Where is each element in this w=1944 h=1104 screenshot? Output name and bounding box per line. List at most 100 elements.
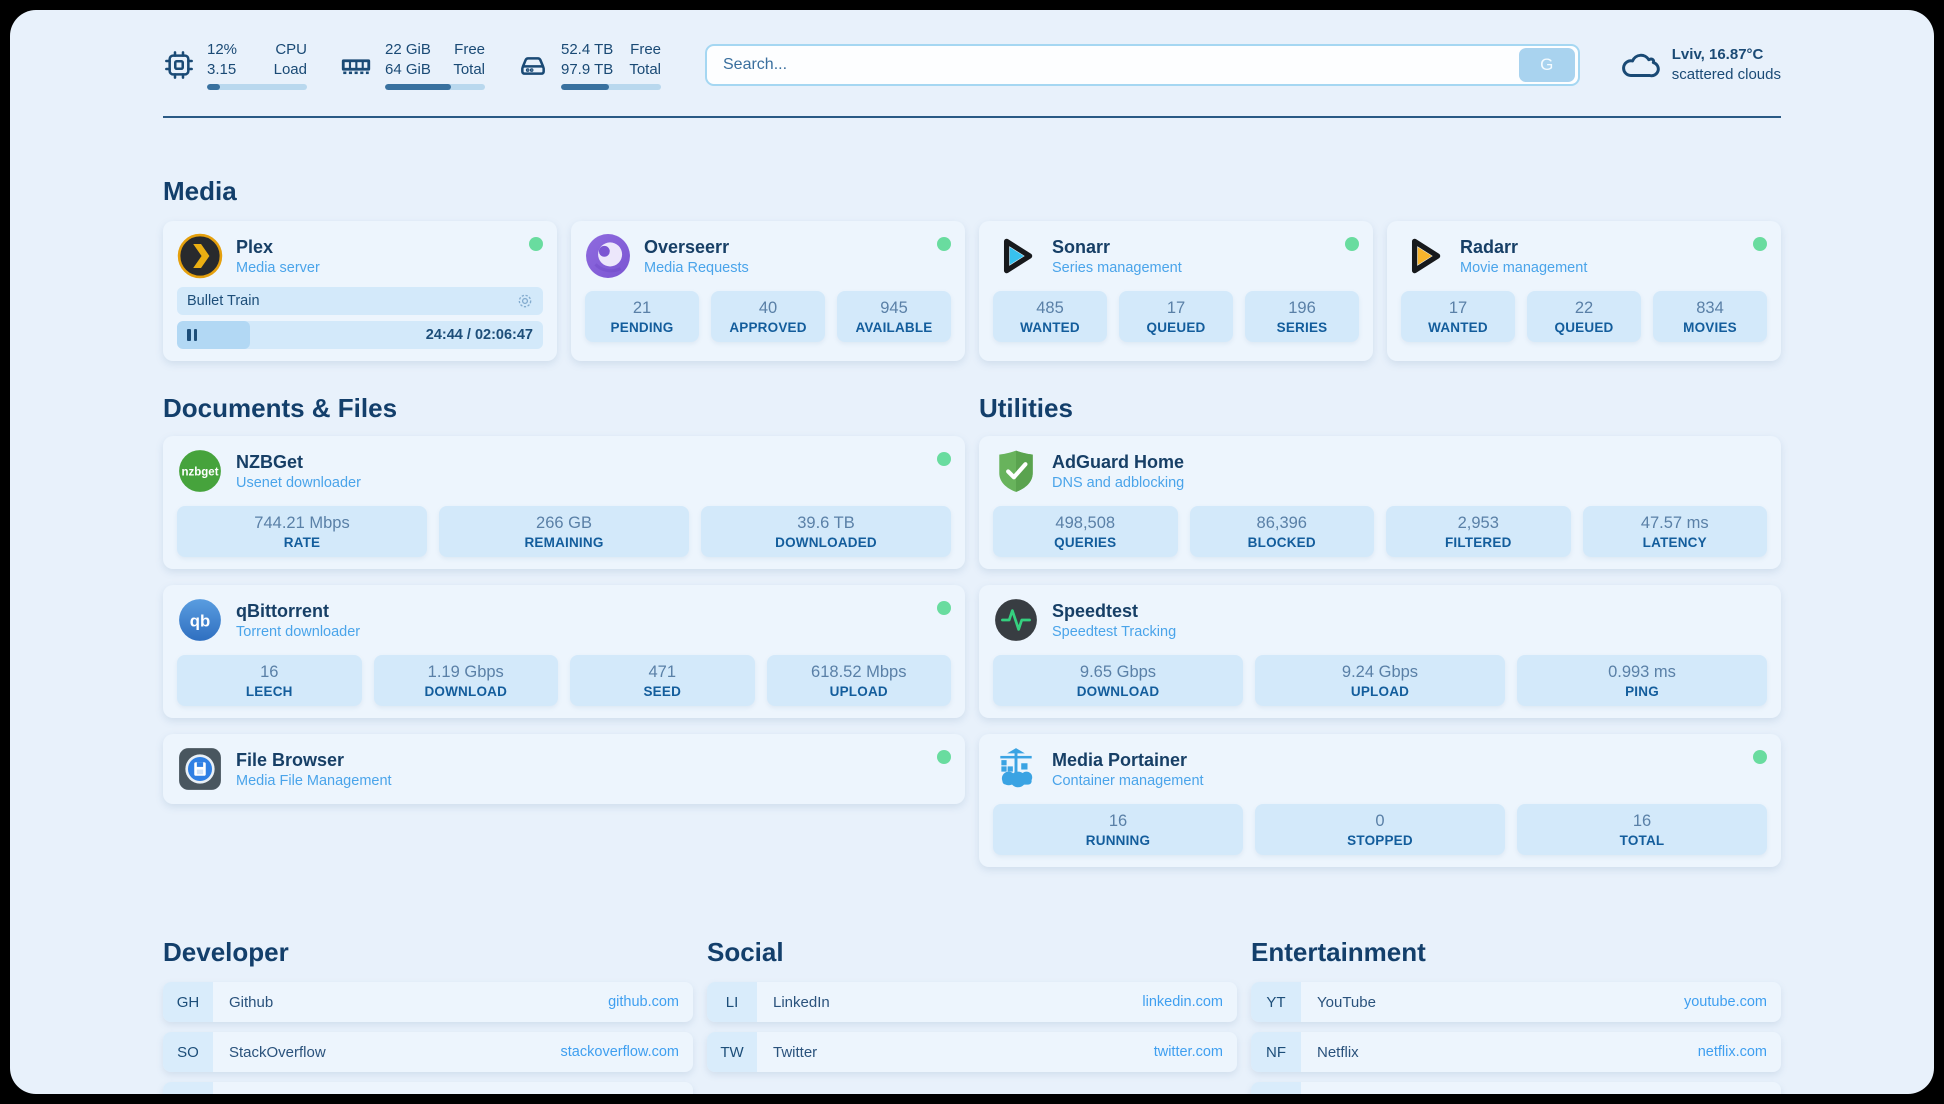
stat-label: APPROVED (729, 320, 807, 335)
cpu-monitor: 12% 3.15 CPU Load (163, 40, 307, 90)
app-card-filebrowser[interactable]: File Browser Media File Management (163, 734, 965, 804)
stat-download: 1.19 Gbps DOWNLOAD (373, 655, 558, 706)
status-online-dot (1753, 237, 1767, 251)
status-online-dot (937, 452, 951, 466)
now-playing-row: Bullet Train (177, 287, 543, 315)
app-description: Torrent downloader (236, 623, 361, 640)
stat-wanted: 485 WANTED (993, 291, 1107, 342)
app-name: Radarr (1460, 236, 1519, 257)
app-description: Media server (236, 259, 320, 276)
bookmark-stackoverflow[interactable]: SO StackOverflow stackoverflow.com (163, 1032, 693, 1072)
section-developer: Developer GH Github github.com SO StackO… (163, 937, 693, 1094)
stat-value: 9.24 Gbps (1341, 663, 1419, 681)
disk-progress-bar (561, 84, 661, 90)
stat-label: LEECH (245, 684, 293, 699)
weather-location: Lviv, 16.87°C (1671, 45, 1764, 63)
bookmark-linkedin[interactable]: LI LinkedIn linkedin.com (707, 982, 1237, 1022)
stat-value: 17 (1166, 299, 1186, 317)
app-card-plex[interactable]: Plex Media server Bullet Train 24:44 / 0… (163, 221, 557, 361)
playback-time: 24:44 / 02:06:47 (425, 327, 533, 343)
bookmark-dev[interactable]: DT DEV dev.to (163, 1082, 693, 1094)
bookmark-github[interactable]: GH Github github.com (163, 982, 693, 1022)
stat-upload: 9.24 Gbps UPLOAD (1255, 655, 1505, 706)
app-name: NZBGet (236, 451, 303, 472)
stat-label: RUNNING (1085, 833, 1151, 848)
bookmark-twitter[interactable]: TW Twitter twitter.com (707, 1032, 1237, 1072)
stat-rate: 744.21 Mbps RATE (177, 506, 427, 557)
stat-upload: 618.52 Mbps UPLOAD (766, 655, 951, 706)
stat-value: 0.993 ms (1608, 663, 1676, 681)
app-name: Media Portainer (1052, 749, 1188, 770)
stat-label: DOWNLOAD (1076, 684, 1160, 699)
stat-value: 498,508 (1055, 514, 1116, 532)
app-description: Speedtest Tracking (1052, 623, 1177, 640)
status-online-dot (937, 601, 951, 615)
app-card-portainer[interactable]: Media Portainer Container management 16 … (979, 734, 1781, 867)
section-title-developer: Developer (163, 937, 289, 967)
bookmark-abbr: TW (707, 1032, 757, 1072)
app-card-speedtest[interactable]: Speedtest Speedtest Tracking 9.65 Gbps D… (979, 585, 1781, 718)
stat-label: SERIES (1276, 320, 1328, 335)
bookmark-name: Github (229, 993, 274, 1011)
status-online-dot (529, 237, 543, 251)
stat-value: 16 (260, 663, 279, 681)
app-card-adguard[interactable]: AdGuard Home DNS and adblocking 498,508 … (979, 436, 1781, 569)
app-card-overseerr[interactable]: Overseerr Media Requests 21 PENDING 40 A… (571, 221, 965, 361)
stat-blocked: 86,396 BLOCKED (1189, 506, 1374, 557)
stat-download: 9.65 Gbps DOWNLOAD (993, 655, 1243, 706)
app-description: Usenet downloader (236, 474, 361, 491)
stat-approved: 40 APPROVED (711, 291, 825, 342)
app-name: Overseerr (644, 236, 730, 257)
radarr-icon (1401, 233, 1447, 279)
weather-widget: Lviv, 16.87°C scattered clouds (1618, 44, 1781, 86)
bookmark-url: netflix.com (1697, 1044, 1767, 1060)
bookmark-url: github.com (608, 994, 679, 1010)
app-card-qbittorrent[interactable]: qb qBittorrent Torrent downloader 16 LEE… (163, 585, 965, 718)
bookmark-abbr: LI (707, 982, 757, 1022)
stat-label: QUEUED (1146, 320, 1206, 335)
stat-remaining: 266 GB REMAINING (439, 506, 689, 557)
app-card-sonarr[interactable]: Sonarr Series management 485 WANTED 17 Q… (979, 221, 1373, 361)
weather-condition: scattered clouds (1671, 66, 1781, 83)
svg-text:nzbget: nzbget (181, 467, 218, 479)
memory-total-label: Total (453, 60, 485, 78)
bookmark-name: Netflix (1317, 1043, 1359, 1061)
bookmark-url: twitter.com (1153, 1044, 1223, 1060)
stat-queries: 498,508 QUERIES (993, 506, 1178, 557)
app-card-radarr[interactable]: Radarr Movie management 17 WANTED 22 QUE… (1387, 221, 1781, 361)
stat-value: 618.52 Mbps (811, 663, 907, 681)
stat-label: TOTAL (1619, 833, 1665, 848)
cpu-progress-bar (207, 84, 307, 90)
stat-running: 16 RUNNING (993, 804, 1243, 855)
stat-value: 0 (1375, 812, 1385, 830)
stat-label: RATE (283, 535, 321, 550)
status-online-dot (1345, 237, 1359, 251)
search-input[interactable] (707, 56, 1519, 74)
bookmark-youtube[interactable]: YT YouTube youtube.com (1251, 982, 1781, 1022)
disk-free-value: 52.4 TB (561, 41, 614, 58)
app-description: DNS and adblocking (1052, 474, 1185, 491)
cpu-load-value: 3.15 (207, 60, 237, 78)
session-view-icon[interactable] (517, 293, 533, 309)
stat-value: 40 (758, 299, 778, 317)
stat-label: UPLOAD (1350, 684, 1410, 699)
app-card-nzbget[interactable]: nzbget NZBGet Usenet downloader 744.21 M… (163, 436, 965, 569)
bookmark-reddit[interactable]: RE Reddit reddit.com (1251, 1082, 1781, 1094)
stat-value: 47.57 ms (1640, 514, 1709, 532)
stat-ping: 0.993 ms PING (1517, 655, 1767, 706)
nzbget-icon: nzbget (177, 448, 223, 494)
search-provider-button[interactable]: G (1518, 48, 1575, 82)
stat-label: SEED (643, 684, 682, 699)
section-documents-files: Documents & Files nzbget NZBGet Usenet d… (163, 393, 965, 883)
app-name: Plex (236, 236, 274, 257)
section-utilities: Utilities AdGuard Home DNS and adblockin… (979, 393, 1781, 883)
stat-value: 471 (648, 663, 677, 681)
topbar-divider (163, 116, 1781, 118)
stat-movies: 834 MOVIES (1653, 291, 1767, 342)
app-name: qBittorrent (236, 600, 329, 621)
bookmark-netflix[interactable]: NF Netflix netflix.com (1251, 1032, 1781, 1072)
qbittorrent-icon: qb (177, 597, 223, 643)
bookmark-name: Twitter (773, 1043, 818, 1061)
playback-progress-bar: 24:44 / 02:06:47 (177, 321, 543, 349)
memory-monitor: 22 GiB 64 GiB Free Total (339, 40, 485, 90)
